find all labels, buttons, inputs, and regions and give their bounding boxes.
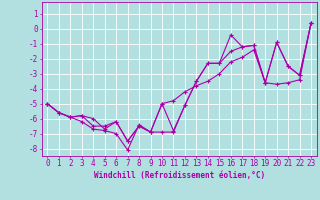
X-axis label: Windchill (Refroidissement éolien,°C): Windchill (Refroidissement éolien,°C) [94,171,265,180]
